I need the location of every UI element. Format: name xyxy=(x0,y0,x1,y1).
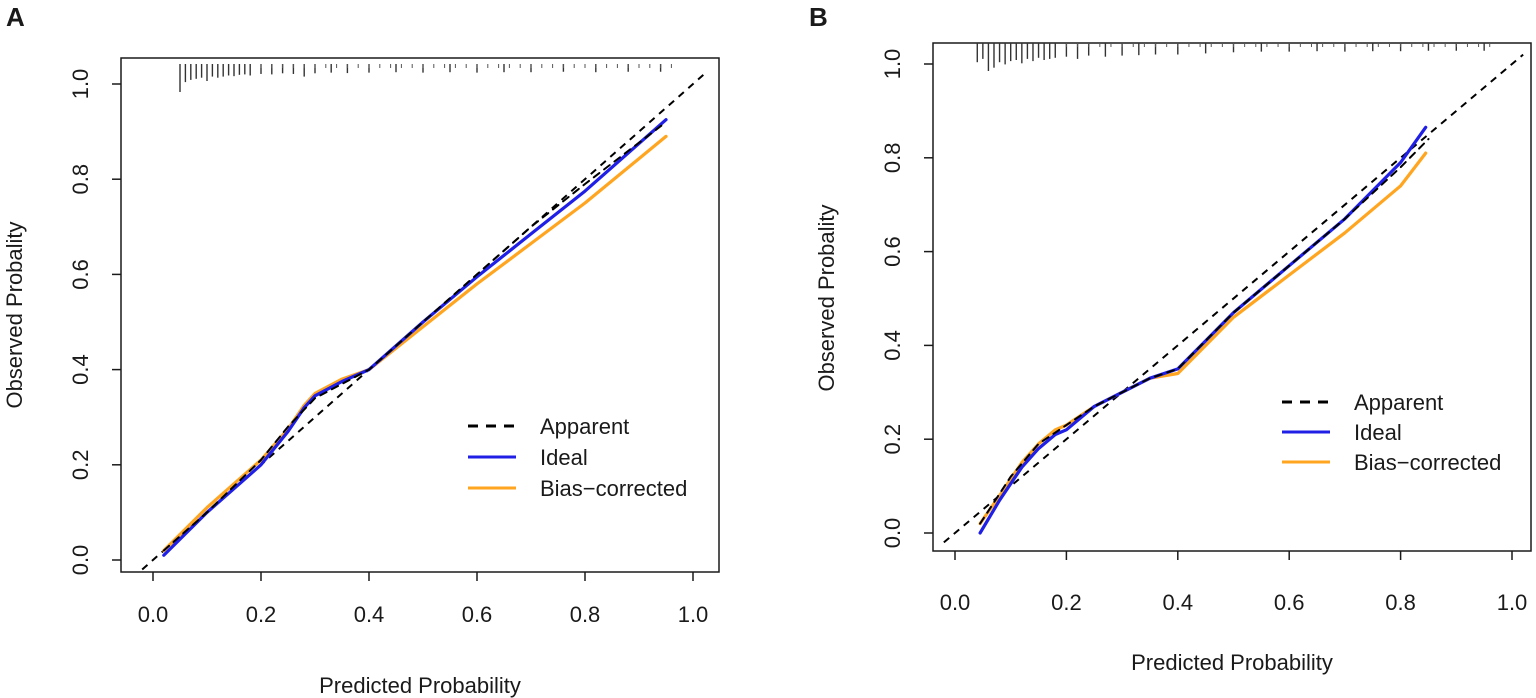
x-tick-label-b-3: 0.6 xyxy=(1274,590,1305,615)
x-tick-label-b-0: 0.0 xyxy=(940,590,971,615)
series-line-b-apparent xyxy=(979,138,1430,525)
y-tick-label-b-3: 0.6 xyxy=(880,236,905,267)
x-axis-title-a: Predicted Probability xyxy=(319,673,521,698)
x-axis-title-b: Predicted Probability xyxy=(1131,650,1333,675)
x-tick-label-b-5: 1.0 xyxy=(1497,590,1528,615)
plot-frame-b xyxy=(932,42,1532,552)
panel-a: A 0.0 0.2 0.4 0.6 0.8 1.0 0.0 0.2 0.4 0.6 0.8 1.0 P… xyxy=(2,2,720,698)
x-tick-label-b-1: 0.2 xyxy=(1051,590,1082,615)
panel-letter-b: B xyxy=(809,2,828,32)
y-tick-label-b-0: 0.0 xyxy=(880,518,905,549)
y-axis-title-a: Observed Probality xyxy=(2,221,27,408)
x-tick-label-a-1: 0.2 xyxy=(246,602,277,627)
rug-group-b xyxy=(976,43,1491,71)
y-tick-label-b-2: 0.4 xyxy=(880,330,905,361)
series-line-a-apparent xyxy=(162,121,667,552)
panel-letter-a: A xyxy=(6,2,25,32)
legend-label-bias-corrected-b: Bias−corrected xyxy=(1354,450,1501,475)
rug-group-a xyxy=(179,64,672,92)
y-tick-label-a-1: 0.2 xyxy=(68,450,93,481)
plot-frame-a xyxy=(120,57,720,573)
tick-group-a: 0.0 0.2 0.4 0.6 0.8 1.0 0.0 0.2 0.4 0.6 0.8 1.0 xyxy=(68,69,708,627)
x-tick-label-a-3: 0.6 xyxy=(462,602,493,627)
series-group-a xyxy=(141,73,705,571)
panel-b: B 0.0 0.2 0.4 0.6 0.8 1.0 0.0 0.2 0.4 0.6 0.8 1.0 P… xyxy=(809,2,1532,675)
legend-label-bias-corrected-a: Bias−corrected xyxy=(540,476,687,501)
legend-label-ideal-b: Ideal xyxy=(1354,420,1402,445)
legend-label-apparent-b: Apparent xyxy=(1354,390,1443,415)
reference-diagonal-b xyxy=(943,53,1524,544)
y-tick-label-b-4: 0.8 xyxy=(880,143,905,174)
y-tick-label-b-1: 0.2 xyxy=(880,424,905,455)
y-tick-label-a-5: 1.0 xyxy=(68,69,93,100)
x-tick-label-b-2: 0.4 xyxy=(1163,590,1194,615)
legend-label-apparent-a: Apparent xyxy=(540,414,629,439)
y-tick-label-a-2: 0.4 xyxy=(68,354,93,385)
legend-label-ideal-a: Ideal xyxy=(540,445,588,470)
tick-group-b: 0.0 0.2 0.4 0.6 0.8 1.0 0.0 0.2 0.4 0.6 0.8 1.0 xyxy=(880,49,1527,615)
y-tick-label-a-0: 0.0 xyxy=(68,545,93,576)
x-tick-label-a-2: 0.4 xyxy=(354,602,385,627)
x-tick-label-b-4: 0.8 xyxy=(1385,590,1416,615)
y-tick-label-a-4: 0.8 xyxy=(68,164,93,195)
series-group-b xyxy=(943,53,1524,544)
x-tick-label-a-5: 1.0 xyxy=(678,602,709,627)
legend-a: Apparent Ideal Bias−corrected xyxy=(468,414,687,501)
legend-b: Apparent Ideal Bias−corrected xyxy=(1282,390,1501,475)
y-tick-label-b-5: 1.0 xyxy=(880,49,905,80)
y-axis-title-b: Observed Probality xyxy=(814,204,839,391)
x-tick-label-a-4: 0.8 xyxy=(570,602,601,627)
y-tick-label-a-3: 0.6 xyxy=(68,259,93,290)
x-tick-label-a-0: 0.0 xyxy=(138,602,169,627)
series-line-a-ideal xyxy=(162,118,668,557)
